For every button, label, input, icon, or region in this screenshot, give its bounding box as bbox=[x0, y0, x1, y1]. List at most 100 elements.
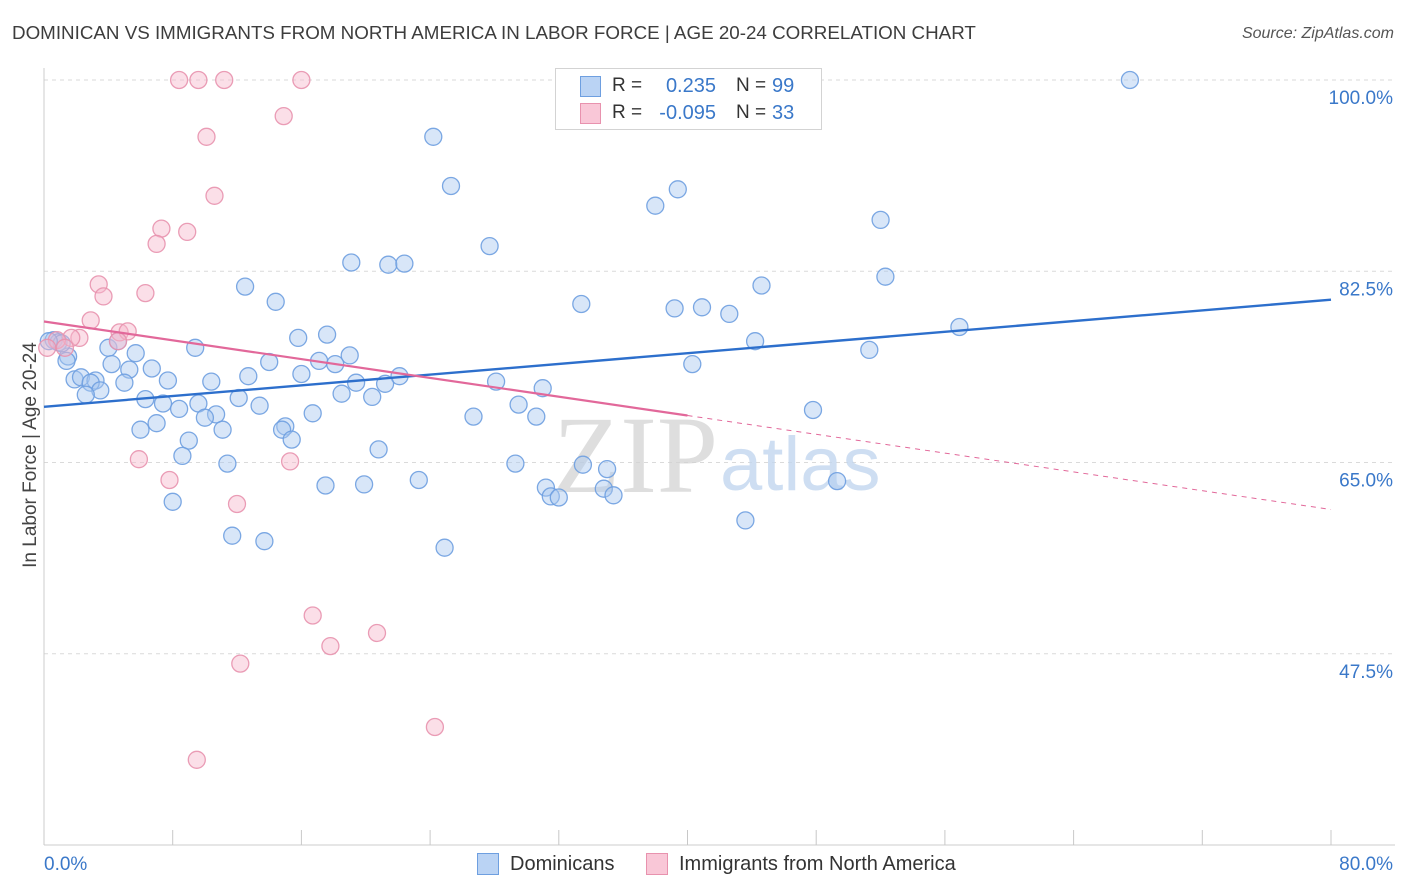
dominicans-point bbox=[604, 486, 623, 505]
dominicans-point bbox=[950, 317, 969, 337]
dominicans-point bbox=[115, 373, 134, 392]
y-tick-label: 100.0% bbox=[1329, 88, 1394, 109]
immigrants-point bbox=[108, 332, 128, 351]
dominicans-point bbox=[239, 367, 258, 386]
immigrants-point bbox=[367, 623, 387, 643]
dominicans-point bbox=[282, 430, 301, 449]
dominicans-point bbox=[827, 471, 847, 491]
dominicans-point bbox=[332, 384, 351, 403]
dominicans-point bbox=[480, 236, 499, 256]
dominicans-point bbox=[173, 446, 192, 466]
dominicans-point bbox=[179, 431, 198, 450]
immigrants-point bbox=[129, 450, 149, 469]
dominicans-point bbox=[692, 298, 712, 317]
legend-item-dominicans: Dominicans bbox=[477, 853, 614, 875]
immigrants-point bbox=[81, 311, 100, 330]
immigrants-point bbox=[292, 70, 311, 90]
dominicans-trend-line bbox=[43, 298, 1332, 408]
dominicans-point bbox=[206, 405, 226, 424]
dominicans-point bbox=[683, 354, 702, 374]
dominicans-point bbox=[803, 400, 823, 420]
y-tick-label: 65.0% bbox=[1339, 471, 1393, 492]
legend-item-immigrants: Immigrants from North America bbox=[646, 853, 956, 875]
dominicans-point bbox=[317, 325, 337, 344]
dominicans-point bbox=[752, 276, 771, 295]
y-tick-label: 47.5% bbox=[1339, 662, 1393, 683]
legend-label-dominicans: Dominicans bbox=[510, 853, 615, 875]
dominicans-point bbox=[153, 394, 173, 413]
n-value: 99 bbox=[772, 75, 795, 97]
stats-row-dominicans: R = 0.235 N = 99 bbox=[556, 73, 821, 99]
dominicans-point bbox=[536, 478, 556, 497]
dominicans-swatch bbox=[580, 76, 601, 97]
dominicans-point bbox=[71, 368, 91, 387]
x-tick-label: 0.0% bbox=[44, 854, 87, 875]
r-value: -0.095 bbox=[659, 102, 716, 124]
dominicans-point bbox=[533, 379, 552, 398]
dominicans-point bbox=[57, 351, 76, 371]
points-layer bbox=[38, 70, 1140, 769]
dominicans-point bbox=[131, 420, 150, 439]
trend-lines-layer bbox=[43, 298, 1332, 510]
dominicans-point bbox=[223, 526, 242, 545]
dominicans-point bbox=[441, 176, 461, 196]
watermark-atlas: atlas bbox=[720, 422, 881, 507]
immigrants-point bbox=[178, 222, 197, 242]
dominicans-point bbox=[435, 538, 454, 557]
dominicans-point bbox=[464, 407, 483, 426]
dominicans-point bbox=[363, 387, 382, 407]
r-label: R = bbox=[612, 75, 643, 96]
dominicans-point bbox=[745, 332, 765, 351]
dominicans-point bbox=[665, 299, 684, 318]
chart-title: DOMINICAN VS IMMIGRANTS FROM NORTH AMERI… bbox=[12, 22, 976, 43]
dominicans-point bbox=[76, 385, 95, 404]
immigrants-point bbox=[215, 70, 234, 90]
dominicans-point bbox=[102, 354, 121, 374]
dominicans-point bbox=[871, 210, 890, 230]
immigrants-point bbox=[89, 275, 108, 294]
y-axis-title: In Labor Force | Age 20-24 bbox=[20, 342, 41, 568]
dominicans-point bbox=[292, 364, 311, 384]
r-value: 0.235 bbox=[665, 75, 716, 97]
immigrants-point bbox=[94, 287, 113, 306]
legend-label-immigrants: Immigrants from North America bbox=[679, 853, 956, 875]
dominicans-point bbox=[379, 255, 398, 274]
immigrants-point bbox=[274, 106, 293, 126]
dominicans-point bbox=[506, 454, 525, 473]
dominicans-point bbox=[668, 180, 687, 199]
immigrants-legend-swatch bbox=[646, 853, 668, 875]
dominicans-point bbox=[316, 476, 335, 495]
dominicans-point bbox=[81, 373, 100, 392]
immigrants-point bbox=[189, 70, 208, 90]
immigrants-swatch bbox=[580, 103, 601, 124]
immigrants-point bbox=[160, 470, 179, 490]
immigrants-point bbox=[227, 494, 247, 514]
dominicans-point bbox=[340, 346, 359, 365]
dominicans-point bbox=[213, 420, 232, 439]
dominicans-point bbox=[202, 372, 221, 391]
dominicans-point bbox=[395, 254, 414, 273]
dominicans-point bbox=[594, 479, 613, 498]
dominicans-point bbox=[409, 470, 428, 490]
dominicans-point bbox=[720, 304, 739, 324]
immigrants-point bbox=[38, 338, 57, 357]
gridlines-layer: 100.0% 82.5% 65.0% 47.5% bbox=[44, 79, 1395, 683]
dominicans-point bbox=[126, 344, 145, 363]
immigrants-point bbox=[425, 717, 445, 737]
immigrants-point bbox=[303, 606, 322, 625]
dominicans-point bbox=[860, 340, 879, 360]
dominicans-point bbox=[572, 294, 591, 314]
x-ticks-layer: 0.0% 80.0% bbox=[43, 830, 1393, 875]
dominicans-point bbox=[250, 396, 269, 415]
dominicans-point bbox=[342, 253, 361, 272]
dominicans-point bbox=[597, 459, 617, 479]
dominicans-point bbox=[272, 420, 292, 439]
stats-row-immigrants: R = -0.095 N = 33 bbox=[556, 100, 821, 126]
dominicans-point bbox=[169, 399, 189, 419]
dominicans-point bbox=[91, 381, 110, 400]
dominicans-point bbox=[527, 407, 546, 426]
immigrants-point bbox=[280, 452, 300, 471]
dominicans-point bbox=[266, 292, 285, 311]
